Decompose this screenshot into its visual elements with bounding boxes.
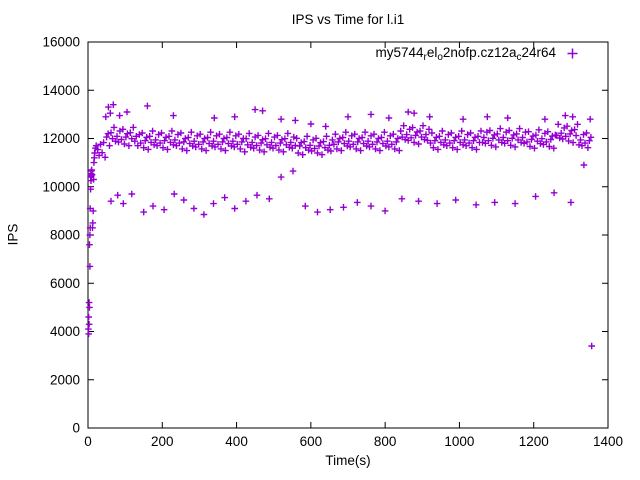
chart-title: IPS vs Time for l.i1 bbox=[291, 12, 405, 27]
y-axis-label: IPS bbox=[5, 223, 21, 246]
legend-plus-marker-icon bbox=[567, 48, 578, 59]
legend-text-part: 2nofp.cz12a bbox=[442, 45, 517, 60]
y-tick-label: 6000 bbox=[50, 276, 80, 291]
x-tick-label: 0 bbox=[84, 434, 92, 449]
y-tick-label: 14000 bbox=[42, 83, 80, 98]
legend-text-subscript: r bbox=[423, 52, 427, 63]
y-tick-label: 16000 bbox=[42, 35, 80, 50]
x-tick-label: 800 bbox=[374, 434, 397, 449]
x-tick-label: 1400 bbox=[593, 434, 623, 449]
x-tick-label: 1200 bbox=[519, 434, 549, 449]
y-tick-label: 4000 bbox=[50, 324, 80, 339]
y-tick-label: 8000 bbox=[50, 228, 80, 243]
legend-text-part: 24r64 bbox=[521, 45, 556, 60]
y-tick-label: 10000 bbox=[42, 179, 80, 194]
plot-border bbox=[87, 41, 609, 429]
legend-text-subscript: o bbox=[437, 52, 443, 63]
x-axis-label: Time(s) bbox=[325, 453, 371, 468]
y-tick-label: 0 bbox=[72, 421, 80, 436]
scatter-data-points bbox=[85, 101, 595, 350]
x-tick-label: 200 bbox=[151, 434, 174, 449]
legend-text-part: el bbox=[426, 45, 438, 60]
legend-text-part: my5744 bbox=[375, 45, 424, 60]
legend-text-subscript: c bbox=[516, 52, 522, 63]
legend-entry-label: my5744relo2nofp.cz12ac24r64 bbox=[290, 45, 556, 63]
y-tick-label: 2000 bbox=[50, 372, 80, 387]
x-tick-label: 400 bbox=[225, 434, 248, 449]
y-tick-label: 12000 bbox=[42, 131, 80, 146]
x-tick-label: 600 bbox=[300, 434, 323, 449]
x-tick-label: 1000 bbox=[444, 434, 474, 449]
